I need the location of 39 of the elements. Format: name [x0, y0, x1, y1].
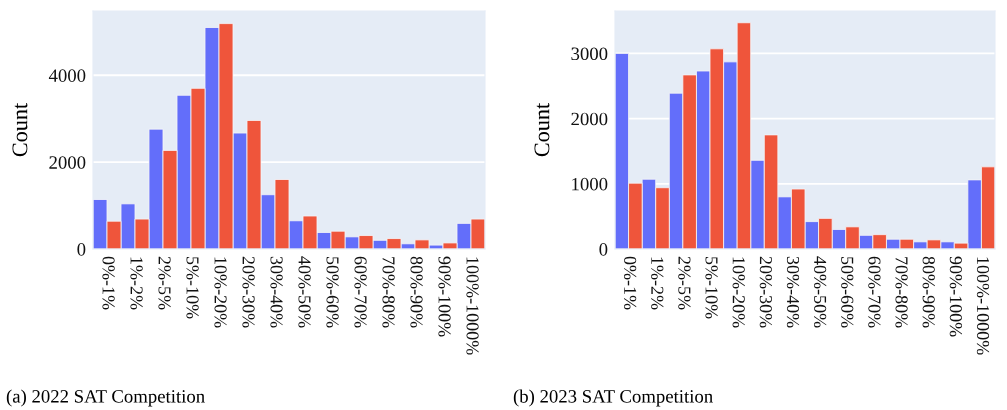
y-axis-title: Count	[534, 102, 550, 157]
x-tick-label: 20%-30%	[759, 256, 772, 328]
x-tick-label: 40%-50%	[813, 256, 827, 328]
y-tick-label: 4000	[48, 69, 86, 82]
x-tick-label: 1%-2%	[130, 257, 143, 310]
x-tick-label: 60%-70%	[354, 256, 367, 328]
x-tick-label: 70%-80%	[895, 257, 908, 328]
x-tick-label: 10%-20%	[732, 257, 745, 328]
x-tick-label: 20%-30%	[242, 256, 255, 328]
x-tick-label: 0%-1%	[102, 256, 115, 310]
x-tick-label: 100%-1000%	[976, 257, 990, 355]
x-tick-label: 30%-40%	[786, 256, 800, 328]
x-tick-label: 50%-60%	[841, 256, 854, 328]
x-tick-label: 40%-50%	[298, 256, 311, 328]
x-tick-label: 50%-60%	[326, 256, 339, 328]
x-tick-label: 80%-90%	[922, 256, 935, 328]
x-tick-label: 1%-2%	[651, 257, 664, 310]
x-tick-label: 70%-80%	[382, 257, 395, 328]
y-tick-label: 2000	[49, 156, 86, 169]
y-tick-label: 2000	[571, 112, 608, 126]
y-tick-label: 3000	[571, 47, 608, 61]
x-tick-label: 60%-70%	[868, 256, 881, 328]
text: (a) 2022 SAT Competition	[6, 389, 205, 407]
y-axis-title: Count	[12, 102, 28, 157]
x-tick-label: 5%-10%	[705, 256, 718, 319]
x-tick-label: 10%-20%	[214, 257, 227, 328]
x-tick-label: 80%-90%	[410, 256, 423, 328]
x-tick-label: 5%-10%	[186, 256, 199, 319]
y-tick-label: 0	[77, 243, 86, 256]
text: (b) 2023 SAT Competition	[513, 389, 713, 407]
x-tick-label: 0%-1%	[623, 256, 637, 310]
x-tick-label: 2%-5%	[158, 256, 171, 310]
x-tick-label: 2%-5%	[678, 256, 691, 310]
x-tick-label: 30%-40%	[270, 256, 283, 328]
x-tick-label: 90%-100%	[949, 256, 962, 337]
y-tick-label: 0	[599, 243, 608, 256]
x-tick-label: 90%-100%	[438, 256, 451, 337]
x-tick-label: 100%-1000%	[466, 257, 479, 355]
y-tick-label: 1000	[572, 177, 608, 191]
